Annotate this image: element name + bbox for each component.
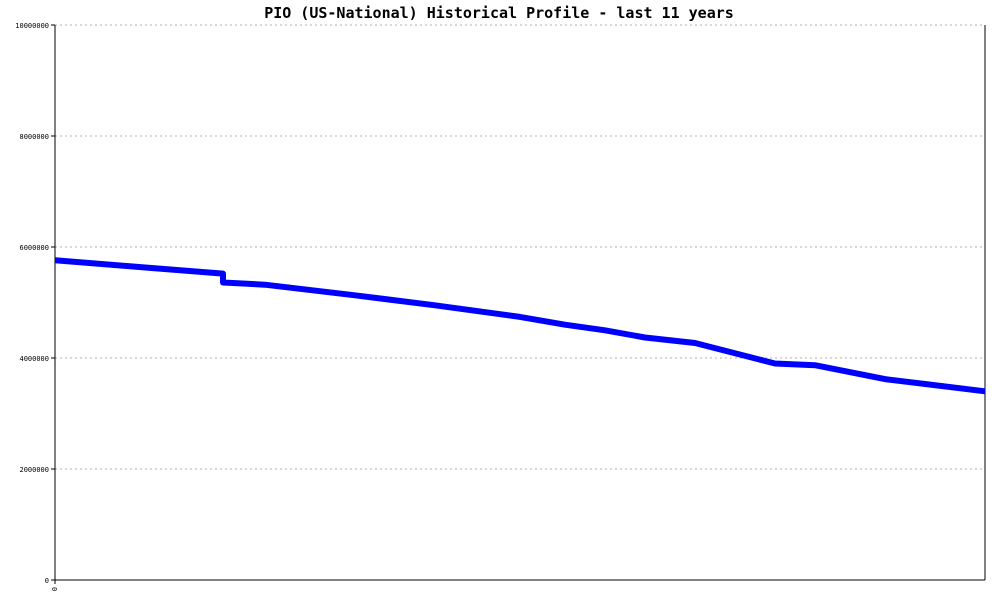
series-line [54,257,986,395]
chart-title: PIO (US-National) Historical Profile - l… [264,4,734,22]
y-tick-label: 8000000 [19,133,49,141]
y-tick-label: 6000000 [19,244,49,252]
axes [54,25,986,581]
y-tick-label: 10000000 [15,22,49,30]
series [54,257,986,395]
x-tick-label: 0 [51,587,59,591]
y-tick-label: 4000000 [19,355,49,363]
x-tick-labels: 0 [51,580,59,591]
y-tick-label: 2000000 [19,466,49,474]
y-tick-label: 0 [45,577,49,585]
gridlines [55,24,985,470]
y-tick-labels: 0 2000000 4000000 6000000 8000000 10000000 [15,22,55,585]
